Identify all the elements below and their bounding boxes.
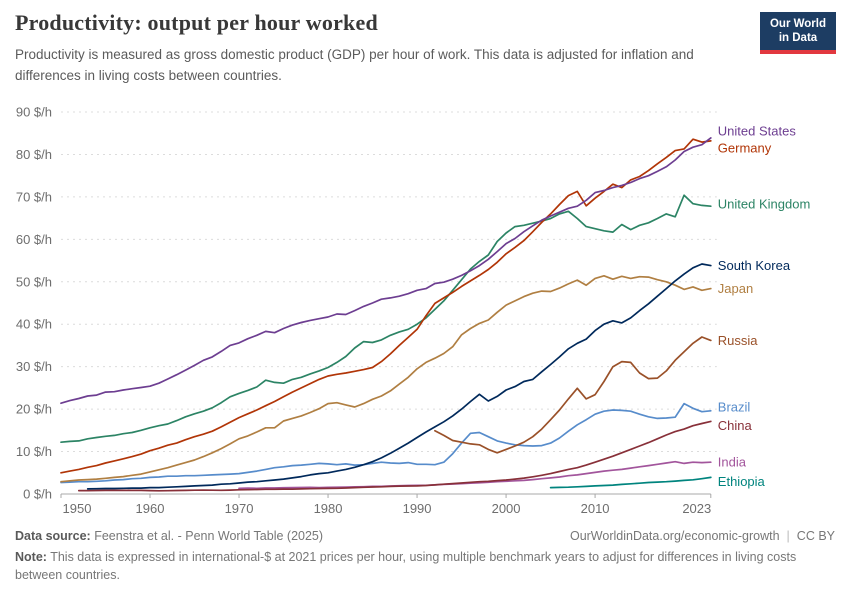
series-label-south-korea[interactable]: South Korea (718, 258, 791, 273)
series-line-united-states[interactable] (60, 137, 712, 405)
series-line-south-korea[interactable] (86, 263, 712, 490)
data-source-label: Data source: (15, 529, 91, 543)
series-line-germany[interactable] (60, 138, 712, 474)
x-tick-label-1990: 1990 (403, 501, 432, 516)
x-tick-label-2023: 2023 (682, 501, 711, 516)
note-label: Note: (15, 550, 47, 564)
data-source-line: Data source: Feenstra et al. - Penn Worl… (15, 529, 323, 543)
series-label-united-states[interactable]: United States (718, 123, 797, 138)
series-line-brazil[interactable] (60, 402, 712, 484)
owid-url-link[interactable]: OurWorldinData.org/economic-growth (569, 529, 780, 543)
series-label-germany[interactable]: Germany (718, 140, 772, 155)
series-label-india[interactable]: India (718, 455, 747, 470)
series-line-united-kingdom[interactable] (60, 194, 712, 444)
y-tick-label-0: 0 $/h (23, 487, 52, 502)
license-link[interactable]: CC BY (796, 529, 835, 543)
y-tick-label-90: 90 $/h (16, 105, 52, 120)
series-line-japan[interactable] (60, 274, 712, 483)
footer-note: Note: This data is expressed in internat… (15, 548, 835, 584)
footer-separator: | (786, 529, 790, 543)
series-line-china[interactable] (77, 420, 712, 492)
y-tick-label-40: 40 $/h (16, 317, 52, 332)
series-line-india[interactable] (238, 460, 712, 490)
data-source-text: Feenstra et al. - Penn World Table (2025… (94, 529, 324, 543)
y-tick-label-60: 60 $/h (16, 232, 52, 247)
x-tick-label-1980: 1980 (314, 501, 343, 516)
x-tick-label-2000: 2000 (492, 501, 521, 516)
footer-links: OurWorldinData.org/economic-growth | CC BY (570, 529, 835, 543)
x-tick-label-1960: 1960 (136, 501, 165, 516)
owid-logo-line2: in Data (778, 32, 818, 45)
series-label-united-kingdom[interactable]: United Kingdom (718, 197, 811, 212)
chart-subtitle: Productivity is measured as gross domest… (15, 47, 694, 83)
y-tick-label-50: 50 $/h (16, 274, 52, 289)
series-label-ethiopia[interactable]: Ethiopia (718, 474, 766, 489)
y-tick-label-70: 70 $/h (16, 189, 52, 204)
chart-footer: Data source: Feenstra et al. - Penn Worl… (15, 529, 835, 584)
series-line-russia[interactable] (434, 336, 712, 454)
y-tick-label-30: 30 $/h (16, 359, 52, 374)
note-text: This data is expressed in international-… (15, 550, 797, 583)
y-tick-label-80: 80 $/h (16, 147, 52, 162)
owid-logo: Our World in Data (760, 12, 836, 54)
series-line-ethiopia[interactable] (549, 476, 712, 489)
x-tick-label-1970: 1970 (225, 501, 254, 516)
x-tick-label-1950: 1950 (63, 501, 92, 516)
x-tick-label-2010: 2010 (581, 501, 610, 516)
series-label-japan[interactable]: Japan (718, 281, 753, 296)
y-tick-label-10: 10 $/h (16, 444, 52, 459)
series-label-china[interactable]: China (718, 418, 753, 433)
y-tick-label-20: 20 $/h (16, 402, 52, 417)
series-label-brazil[interactable]: Brazil (718, 399, 751, 414)
chart-header: Productivity: output per hour worked Pro… (15, 10, 735, 87)
series-label-russia[interactable]: Russia (718, 333, 759, 348)
page-title: Productivity: output per hour worked (15, 10, 378, 35)
owid-logo-line1: Our World (769, 18, 826, 30)
